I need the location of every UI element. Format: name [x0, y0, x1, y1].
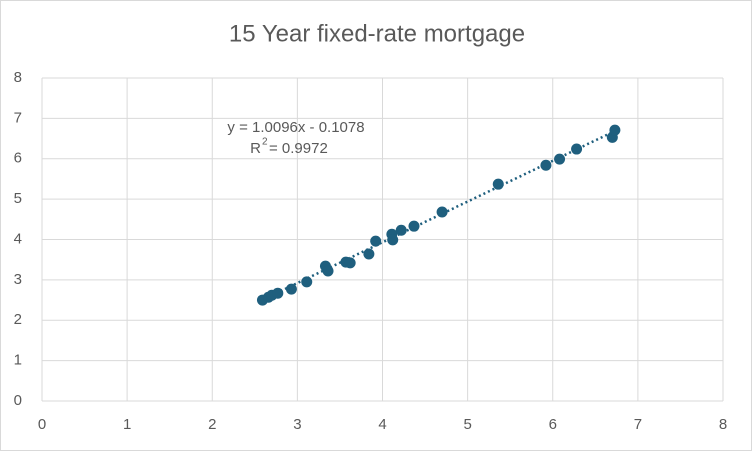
x-tick-label: 6	[549, 416, 557, 433]
x-tick-label: 5	[463, 416, 471, 433]
x-tick-label: 4	[378, 416, 386, 433]
trendline-equation: y = 1.0096x - 0.1078	[227, 119, 364, 136]
point	[370, 235, 382, 247]
point	[363, 248, 375, 260]
r-squared-exponent: 2	[262, 137, 268, 148]
point	[322, 265, 334, 277]
point	[540, 159, 552, 171]
r-squared-label: R	[250, 140, 261, 157]
x-tick-label: 1	[123, 416, 131, 433]
y-tick-label: 2	[14, 311, 22, 328]
point	[571, 143, 583, 155]
x-tick-label: 2	[208, 416, 216, 433]
x-tick-label: 0	[38, 416, 46, 433]
point	[408, 220, 420, 232]
point	[609, 124, 621, 136]
y-tick-label: 7	[14, 109, 22, 126]
point	[285, 283, 297, 295]
r-squared-value: = 0.9972	[269, 140, 328, 157]
y-tick-label: 6	[14, 150, 22, 167]
point	[387, 234, 399, 246]
point	[344, 257, 356, 269]
y-tick-label: 4	[14, 230, 22, 247]
point	[395, 224, 407, 236]
y-tick-label: 8	[14, 69, 22, 86]
point	[436, 206, 448, 218]
y-tick-label: 3	[14, 271, 22, 288]
chart-title: 15 Year fixed-rate mortgage	[229, 20, 525, 47]
y-tick-label: 5	[14, 190, 22, 207]
point	[554, 153, 566, 165]
x-tick-label: 3	[293, 416, 301, 433]
point	[301, 276, 313, 288]
y-tick-label: 1	[14, 352, 22, 369]
x-tick-label: 7	[634, 416, 642, 433]
point	[492, 178, 504, 190]
point	[272, 287, 284, 299]
x-tick-label: 8	[719, 416, 727, 433]
y-tick-label: 0	[14, 392, 22, 409]
